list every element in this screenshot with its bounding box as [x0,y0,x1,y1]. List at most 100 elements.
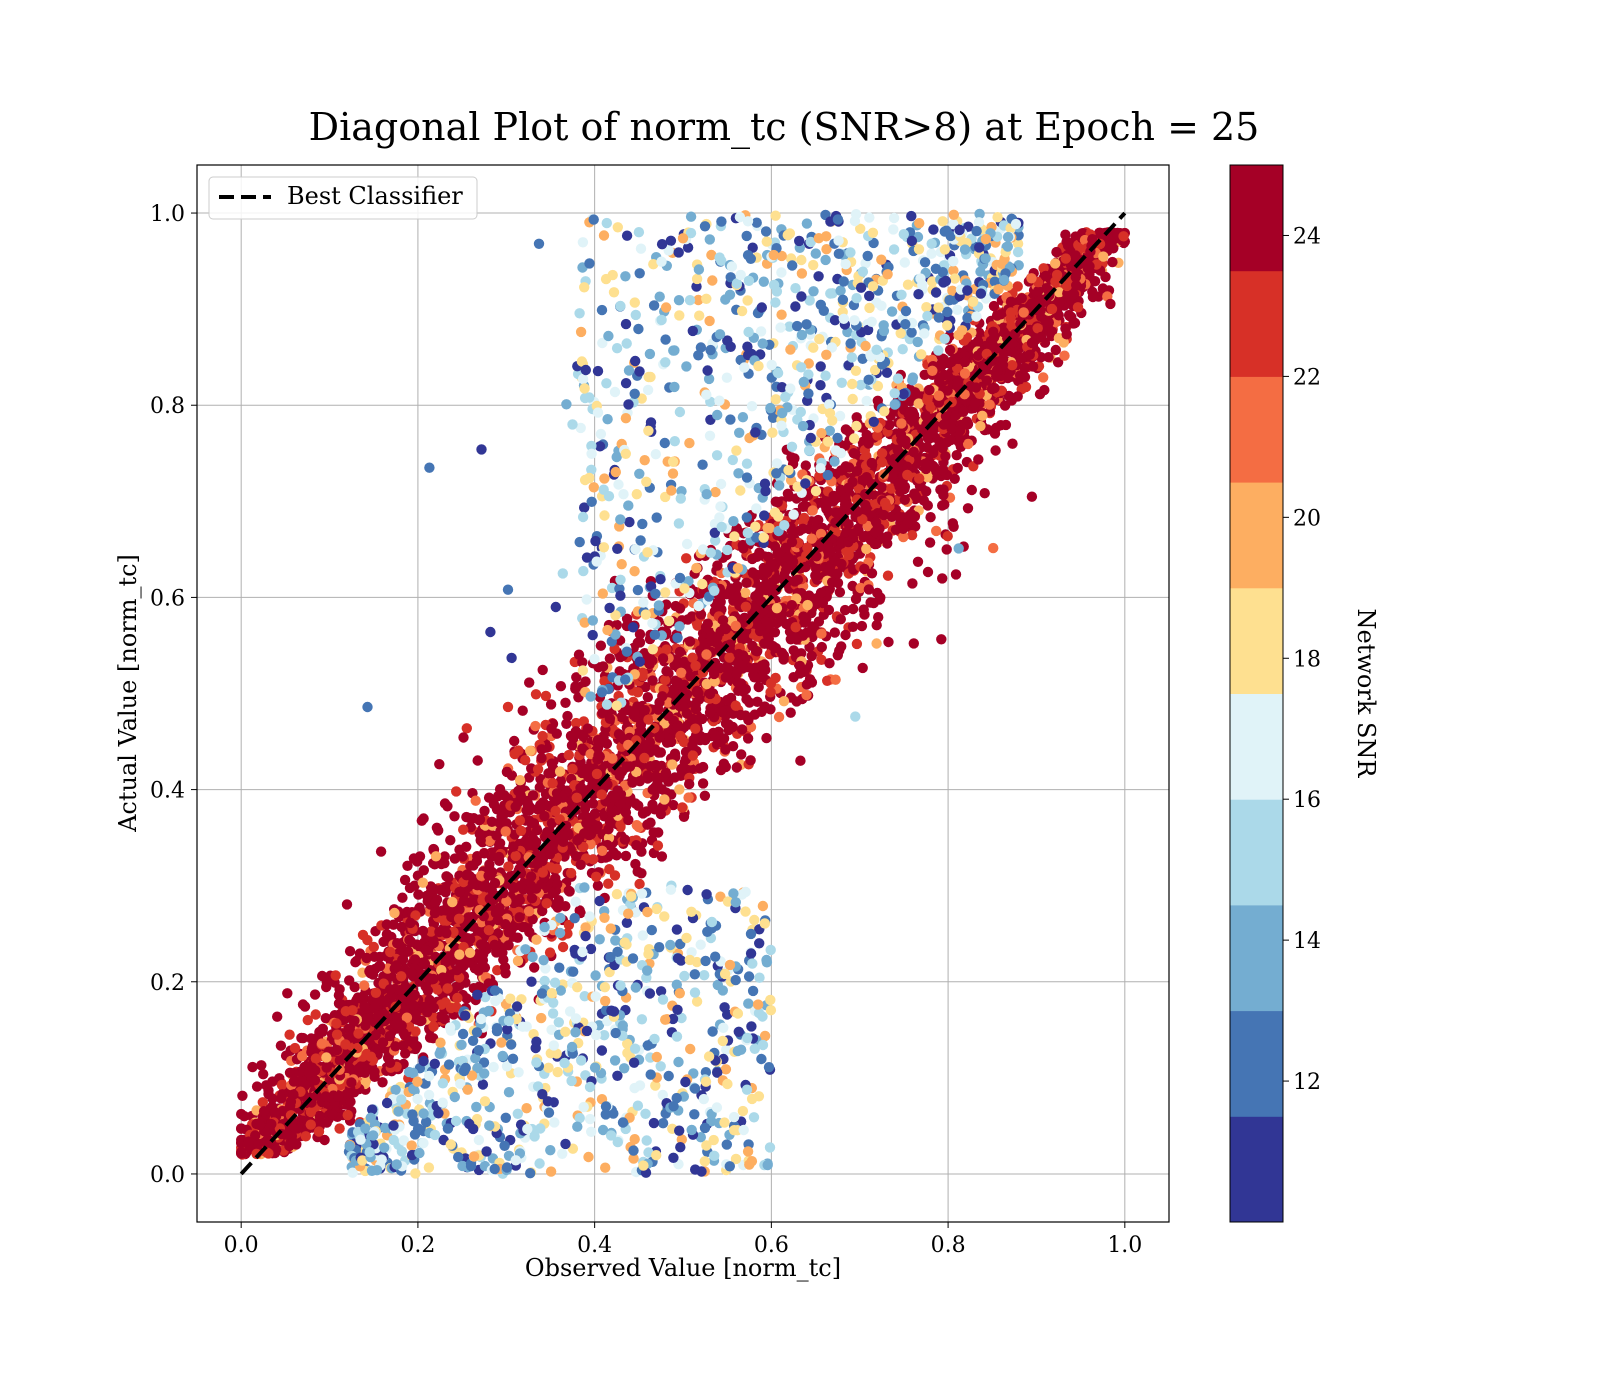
scatter-point [452,992,463,1004]
scatter-point [944,344,956,356]
scatter-point [300,1131,311,1142]
scatter-point [284,1029,295,1040]
scatter-point [461,870,472,881]
scatter-point [554,900,565,911]
scatter-point [937,573,948,584]
scatter-point [675,730,686,742]
scatter-point [494,784,506,795]
scatter-point [475,939,487,950]
scatter-point [782,488,794,499]
scatter-point [876,482,887,493]
scatter-point [247,1061,258,1073]
scatter-point [320,1013,331,1024]
scatter-point [989,382,1000,394]
scatter-point [925,512,936,523]
scatter-point [922,432,933,443]
scatter-point [344,946,356,957]
scatter-point [950,569,962,580]
scatter-point [771,573,782,584]
scatter-point [512,932,523,943]
scatter-point [461,723,472,734]
scatter-point [417,925,429,937]
scatter-point [1061,329,1072,340]
scatter-point [785,707,796,718]
scatter-point [832,577,844,589]
scatter-point [989,428,1001,439]
scatter-point [798,611,809,622]
scatter-point [389,907,400,919]
scatter-point [510,801,521,812]
scatter-point [620,850,632,862]
scatter-point [447,896,458,908]
scatter-point [305,1106,317,1118]
scatter-point [263,1088,274,1100]
scatter-point [875,592,886,603]
scatter-point [946,423,957,434]
scatter-point [500,826,511,837]
scatter-point [876,448,888,459]
scatter-point [493,851,505,863]
scatter-point [237,1090,248,1102]
scatter-point [765,687,776,698]
scatter-point [570,681,581,692]
scatter-point [883,636,894,648]
scatter-point [582,723,593,734]
scatter-point [359,1000,370,1012]
scatter-point [316,1038,328,1049]
scatter-point [882,570,894,581]
scatter-point [492,965,503,976]
scatter-point [483,792,495,803]
scatter-point [384,1030,395,1042]
scatter-point [873,612,884,623]
scatter-point [741,694,752,705]
scatter-point [604,713,616,724]
scatter-point [441,871,452,882]
scatter-point [272,1011,283,1022]
scatter-point [941,544,952,555]
scatter-point [834,587,846,598]
scatter-point [375,846,387,857]
scatter-point [327,1109,338,1120]
scatter-point [730,700,741,711]
scatter-point [390,1041,401,1052]
scatter-point [752,646,763,657]
scatter-point [479,805,490,817]
scatter-point [321,1052,332,1063]
scatter-point [563,919,575,931]
scatter-point [491,947,502,958]
scatter-point [681,553,692,564]
scatter-point [906,530,918,541]
scatter-point [1035,331,1047,343]
scatter-point [374,960,386,972]
scatter-point [434,759,445,770]
scatter-point [825,546,837,557]
scatter-point [609,791,621,803]
scatter-point [331,1029,343,1040]
scatter-point [603,824,614,835]
scatter-point [1105,298,1116,310]
scatter-point [445,835,456,846]
scatter-point [417,877,429,888]
scatter-point [810,570,821,581]
scatter-point [369,1066,380,1078]
scatter-point [532,764,544,775]
scatter-point [561,718,572,729]
scatter-point [847,603,859,615]
scatter-point [282,988,293,999]
scatter-point [797,523,808,534]
scatter-point [751,551,763,562]
scatter-point [894,511,905,522]
scatter-point [962,503,974,514]
scatter-point [503,861,514,872]
scatter-point [769,627,781,638]
scatter-point [760,616,772,627]
scatter-point [435,884,446,896]
scatter-point [882,531,893,542]
scatter-point [275,1093,287,1104]
scatter-point [949,473,960,484]
scatter-point [731,762,742,773]
scatter-point [856,620,868,632]
scatter-point [525,745,536,756]
scatter-point [830,674,841,685]
